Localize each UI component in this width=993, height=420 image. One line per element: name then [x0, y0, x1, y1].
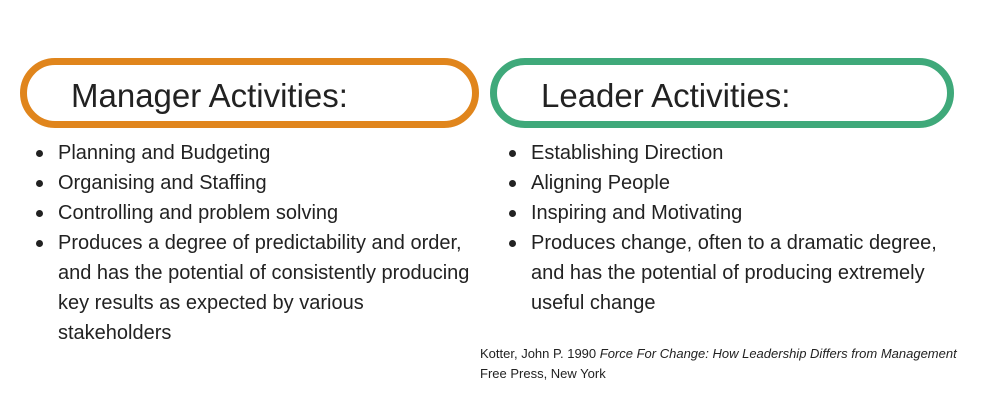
citation: Kotter, John P. 1990 Force For Change: H…	[480, 344, 985, 384]
citation-book-title: Force For Change: How Leadership Differs…	[599, 346, 957, 361]
leader-activities-list: Establishing Direction Aligning People I…	[507, 138, 937, 318]
manager-activities-title: Manager Activities:	[71, 77, 348, 114]
list-item: Aligning People	[507, 168, 937, 198]
list-item: Organising and Staffing	[34, 168, 474, 198]
list-item: Controlling and problem solving	[34, 198, 474, 228]
leader-activities-title: Leader Activities:	[541, 77, 791, 114]
manager-activities-list: Planning and Budgeting Organising and St…	[34, 138, 474, 348]
citation-line-1: Kotter, John P. 1990 Force For Change: H…	[480, 344, 985, 364]
manager-activities-header: Manager Activities:	[20, 58, 479, 128]
list-item: Establishing Direction	[507, 138, 937, 168]
leader-activities-header: Leader Activities:	[490, 58, 954, 128]
list-item: Inspiring and Motivating	[507, 198, 937, 228]
list-item: Planning and Budgeting	[34, 138, 474, 168]
citation-author: Kotter, John P. 1990	[480, 346, 597, 361]
list-item: Produces change, often to a dramatic deg…	[507, 228, 937, 318]
citation-publisher: Free Press, New York	[480, 366, 606, 381]
list-item: Produces a degree of predictability and …	[34, 228, 474, 348]
